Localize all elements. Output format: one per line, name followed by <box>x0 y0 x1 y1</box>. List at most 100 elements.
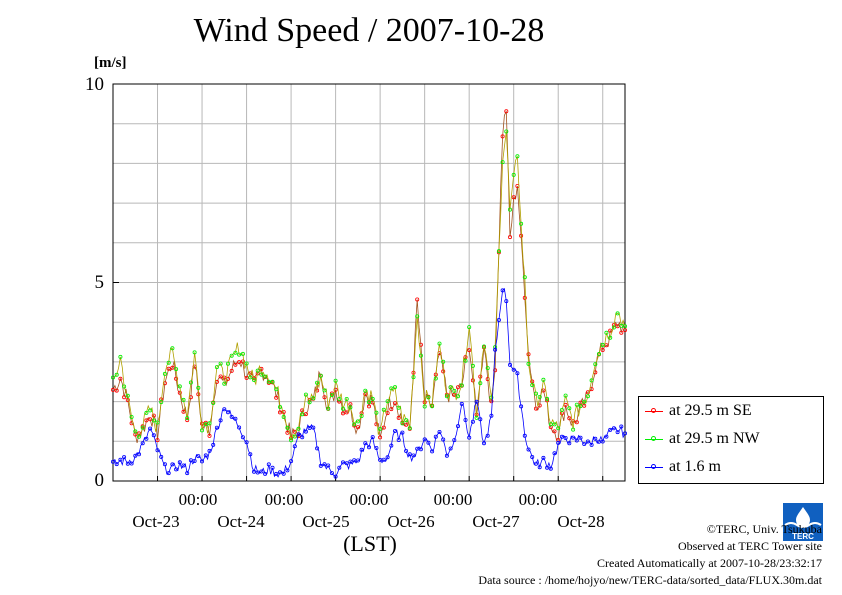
footer-observed: Observed at TERC Tower site <box>677 539 822 553</box>
data-point <box>329 393 334 398</box>
data-point <box>315 380 320 385</box>
data-point <box>623 431 628 436</box>
data-point <box>452 388 457 393</box>
data-point <box>578 404 583 409</box>
data-point <box>233 350 238 355</box>
x-time-tick-label: 00:00 <box>178 490 218 509</box>
data-point <box>370 396 375 401</box>
data-point <box>162 462 167 467</box>
data-point <box>396 437 401 442</box>
data-point <box>489 395 494 400</box>
data-point <box>285 425 290 430</box>
data-point <box>593 436 598 441</box>
data-point <box>504 129 509 134</box>
data-point <box>615 311 620 316</box>
data-point <box>385 455 390 460</box>
data-point <box>467 435 472 440</box>
data-point <box>563 435 568 440</box>
data-point <box>218 374 223 379</box>
footer-source: Data source : /home/hojyo/new/TERC-data/… <box>478 573 822 587</box>
data-point <box>541 377 546 382</box>
data-point <box>329 471 334 476</box>
data-point <box>318 373 323 378</box>
data-point <box>418 447 423 452</box>
data-point <box>240 351 245 356</box>
data-point <box>467 348 472 353</box>
data-point <box>623 328 628 333</box>
legend-label: at 29.5 m NW <box>669 430 760 447</box>
data-point <box>593 362 598 367</box>
data-point <box>151 418 156 423</box>
data-point <box>507 235 512 240</box>
data-point <box>352 422 357 427</box>
series-line <box>112 131 626 441</box>
data-point <box>300 408 305 413</box>
data-point <box>174 467 179 472</box>
data-point <box>485 366 490 371</box>
data-point <box>411 453 416 458</box>
data-point <box>322 462 327 467</box>
data-point <box>415 446 420 451</box>
data-point <box>136 452 141 457</box>
data-point <box>266 462 271 467</box>
data-point <box>485 433 490 438</box>
data-point <box>623 324 628 329</box>
data-point <box>455 394 460 399</box>
data-point <box>381 407 386 412</box>
data-point <box>277 470 282 475</box>
data-point <box>111 375 116 380</box>
data-point <box>340 411 345 416</box>
data-point <box>229 353 234 358</box>
data-point <box>600 342 605 347</box>
data-point <box>129 461 134 466</box>
data-point <box>496 317 501 322</box>
data-point <box>122 395 127 400</box>
data-point <box>574 438 579 443</box>
data-point <box>563 393 568 398</box>
data-point <box>111 387 116 392</box>
data-point <box>437 429 442 434</box>
data-point <box>122 384 127 389</box>
x-date-label: Oct-23 <box>132 512 180 531</box>
data-point <box>292 444 297 449</box>
data-point <box>266 379 271 384</box>
data-point <box>534 406 539 411</box>
data-point <box>185 471 190 476</box>
data-point <box>452 392 457 397</box>
data-point <box>263 471 268 476</box>
data-point <box>619 330 624 335</box>
data-point <box>559 434 564 439</box>
data-point <box>344 396 349 401</box>
data-point <box>225 410 230 415</box>
data-point <box>244 375 249 380</box>
data-point <box>374 410 379 415</box>
data-point <box>504 299 509 304</box>
data-point <box>418 353 423 358</box>
data-point <box>166 366 171 371</box>
data-point <box>326 406 331 411</box>
data-point <box>619 424 624 429</box>
data-point <box>151 433 156 438</box>
data-point <box>404 422 409 427</box>
data-point <box>326 463 331 468</box>
data-point <box>489 399 494 404</box>
data-point <box>552 429 557 434</box>
data-point <box>203 422 208 427</box>
data-point <box>155 448 160 453</box>
data-point <box>363 441 368 446</box>
data-point <box>552 451 557 456</box>
data-point <box>162 371 167 376</box>
data-point <box>315 446 320 451</box>
data-point <box>619 323 624 328</box>
data-point <box>185 416 190 421</box>
x-time-tick-label: 00:00 <box>264 490 304 509</box>
data-point <box>237 425 242 430</box>
data-point <box>415 314 420 319</box>
data-point <box>496 249 501 254</box>
terc-logo-icon: TERC <box>783 503 823 541</box>
data-point <box>159 400 164 405</box>
data-point <box>389 443 394 448</box>
data-point <box>144 410 149 415</box>
data-point <box>248 452 253 457</box>
